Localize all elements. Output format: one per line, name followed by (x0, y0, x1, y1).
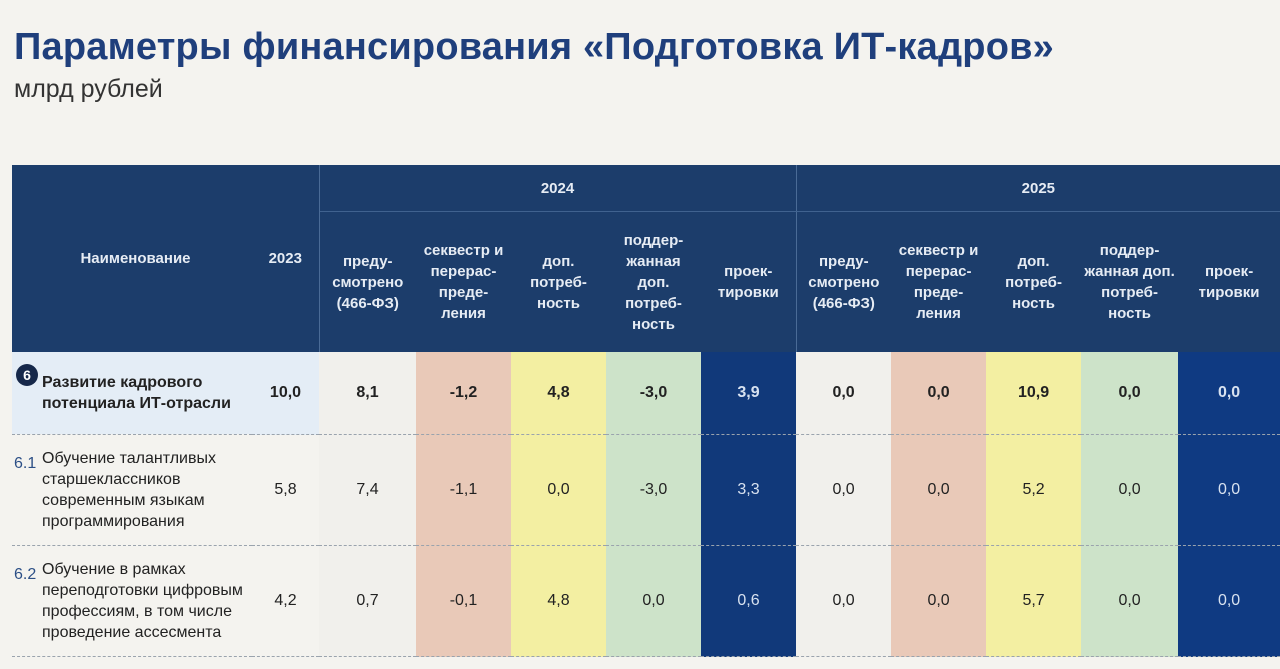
header-2024-planned: преду-смотрено (466-ФЗ) (319, 211, 416, 352)
row-name: Обучение в рамках переподготовки цифровы… (42, 561, 243, 641)
financing-table: Наименование 2023 2024 2025 преду-смотре… (12, 165, 1280, 657)
value-2024-planned: 7,4 (319, 434, 416, 546)
value-2024-extra-need: 4,8 (511, 352, 606, 435)
value-2025-projections: 0,0 (1178, 434, 1280, 546)
table-row: 6.1 Обучение талантливых старшеклассников… (12, 434, 1280, 546)
row-name: Обучение талантливых старшеклассников со… (42, 450, 216, 530)
value-2024-sequester: -1,1 (416, 434, 511, 546)
header-2025-planned: преду-смотрено (466-ФЗ) (796, 211, 892, 352)
row-name-cell: 6.1 Обучение талантливых старшеклассников… (12, 434, 252, 546)
header-2023: 2023 (252, 165, 320, 352)
value-2025-sequester: 0,0 (891, 434, 987, 546)
header-name: Наименование (12, 165, 252, 352)
value-2024-supported-need: -3,0 (606, 352, 701, 435)
value-2023: 10,0 (252, 352, 319, 435)
table-row: 6 Развитие кадрового потенциала ИТ-отрасл… (12, 352, 1280, 435)
header-2024-projections: проек-тировки (701, 211, 797, 352)
value-2025-supported-need: 0,0 (1081, 352, 1179, 435)
value-2024-sequester: -1,2 (416, 352, 511, 435)
header-2025: 2025 (796, 165, 1280, 212)
value-2024-planned: 0,7 (319, 545, 416, 657)
value-2024-extra-need: 0,0 (511, 434, 606, 546)
header-2025-supported-need: поддер-жанная доп. потреб-ность (1081, 211, 1179, 352)
value-2025-sequester: 0,0 (891, 545, 987, 657)
value-2023: 5,8 (252, 434, 319, 546)
value-2025-supported-need: 0,0 (1081, 434, 1179, 546)
header-2024-supported-need: поддер-жанная доп. потреб-ность (606, 211, 701, 352)
value-2025-extra-need: 10,9 (986, 352, 1082, 435)
value-2024-projections: 0,6 (701, 545, 797, 657)
header-2024-extra-need: доп. потреб-ность (511, 211, 606, 352)
value-2024-supported-need: -3,0 (606, 434, 701, 546)
value-2025-supported-need: 0,0 (1081, 545, 1179, 657)
header-2024-sequester: секвестр и перерас-преде-ления (416, 211, 511, 352)
value-2023: 4,2 (252, 545, 319, 657)
value-2024-extra-need: 4,8 (511, 545, 606, 657)
value-2025-projections: 0,0 (1178, 352, 1280, 435)
value-2025-extra-need: 5,2 (986, 434, 1082, 546)
row-number: 6.1 (14, 455, 37, 472)
table-row: 6.2 Обучение в рамках переподготовки цифр… (12, 545, 1280, 657)
row-name-cell: 6.2 Обучение в рамках переподготовки цифр… (12, 545, 252, 657)
value-2024-sequester: -0,1 (416, 545, 511, 657)
value-2025-planned: 0,0 (796, 434, 892, 546)
value-2025-planned: 0,0 (796, 352, 892, 435)
row-number: 6.2 (14, 566, 37, 583)
page-title: Параметры финансирования «Подготовка ИТ-… (14, 26, 1055, 68)
row-name: Развитие кадрового потенциала ИТ-отрасли (42, 374, 231, 412)
header-2024: 2024 (319, 165, 797, 212)
value-2025-sequester: 0,0 (891, 352, 987, 435)
row-name-cell: 6 Развитие кадрового потенциала ИТ-отрасл… (12, 352, 252, 435)
header-2025-sequester: секвестр и перерас-преде-ления (891, 211, 987, 352)
value-2024-projections: 3,3 (701, 434, 797, 546)
value-2024-supported-need: 0,0 (606, 545, 701, 657)
header-2025-extra-need: доп. потреб-ность (986, 211, 1082, 352)
value-2024-planned: 8,1 (319, 352, 416, 435)
value-2025-planned: 0,0 (796, 545, 892, 657)
unit-subtitle: млрд рублей (14, 75, 163, 103)
value-2025-projections: 0,0 (1178, 545, 1280, 657)
row-number-badge: 6 (16, 364, 38, 386)
header-2025-projections: проек-тировки (1178, 211, 1280, 352)
value-2024-projections: 3,9 (701, 352, 797, 435)
value-2025-extra-need: 5,7 (986, 545, 1082, 657)
